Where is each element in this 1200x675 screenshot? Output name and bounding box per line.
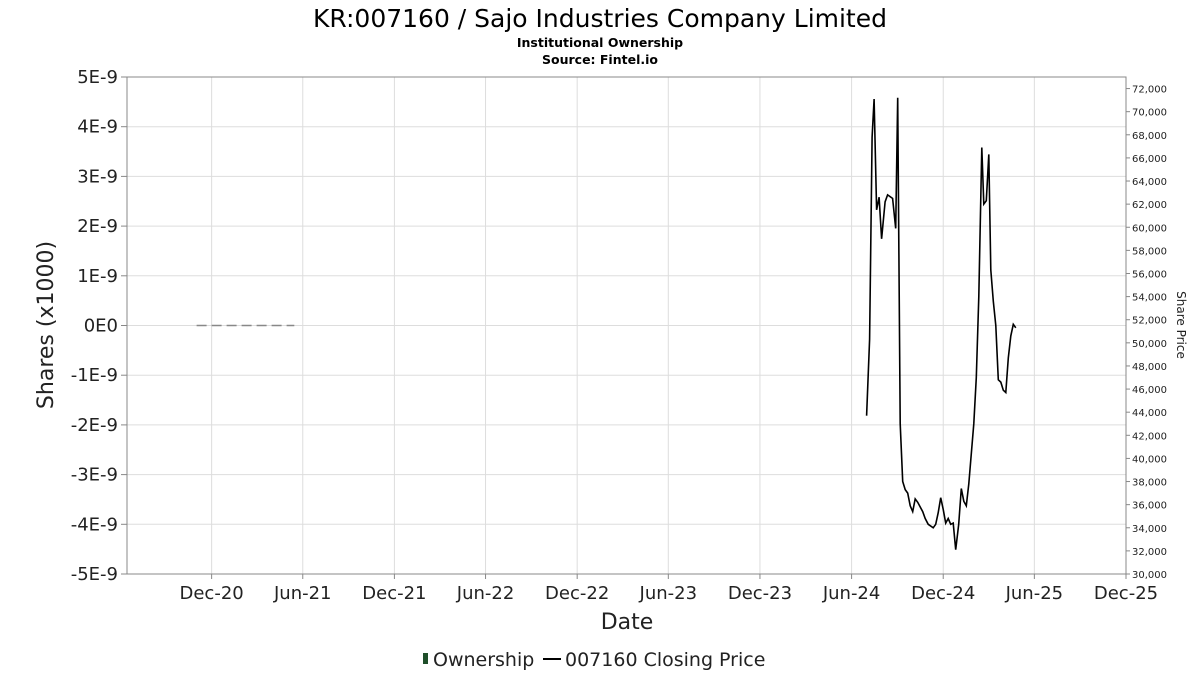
right-tick-label: 70,000 bbox=[1132, 108, 1167, 119]
right-tick-label: 44,000 bbox=[1132, 408, 1167, 419]
legend-ownership-swatch bbox=[423, 653, 428, 664]
price-line bbox=[865, 97, 1017, 550]
right-tick-label: 40,000 bbox=[1132, 454, 1167, 465]
chart-subtitle: Institutional Ownership bbox=[517, 35, 683, 50]
right-tick-label: 42,000 bbox=[1132, 431, 1167, 442]
legend-price-label: 007160 Closing Price bbox=[565, 649, 765, 671]
x-tick-label: Jun-22 bbox=[456, 583, 515, 604]
x-tick-label: Dec-24 bbox=[911, 583, 975, 604]
left-tick-label: -3E-9 bbox=[71, 465, 118, 486]
right-tick-label: 34,000 bbox=[1132, 524, 1167, 535]
chart-title: KR:007160 / Sajo Industries Company Limi… bbox=[313, 4, 887, 33]
right-tick-label: 58,000 bbox=[1132, 246, 1167, 257]
x-tick-label: Jun-21 bbox=[273, 583, 332, 604]
right-tick-label: 50,000 bbox=[1132, 339, 1167, 350]
left-tick-label: 1E-9 bbox=[77, 266, 118, 287]
x-tick-label: Jun-24 bbox=[822, 583, 881, 604]
left-tick-label: 3E-9 bbox=[77, 166, 118, 187]
x-tick-label: Dec-22 bbox=[545, 583, 609, 604]
right-tick-label: 52,000 bbox=[1132, 316, 1167, 327]
right-tick-label: 32,000 bbox=[1132, 547, 1167, 558]
chart-source: Source: Fintel.io bbox=[542, 52, 658, 67]
right-tick-label: 66,000 bbox=[1132, 154, 1167, 165]
y-axis-right-label: Share Price bbox=[1174, 291, 1188, 359]
price-series bbox=[865, 97, 1017, 550]
x-tick-label: Dec-25 bbox=[1094, 583, 1158, 604]
left-tick-label: -5E-9 bbox=[71, 564, 118, 585]
right-tick-label: 54,000 bbox=[1132, 293, 1167, 304]
right-tick-label: 46,000 bbox=[1132, 385, 1167, 396]
left-tick-label: -4E-9 bbox=[71, 514, 118, 535]
x-tick-label: Jun-25 bbox=[1005, 583, 1064, 604]
right-tick-label: 60,000 bbox=[1132, 223, 1167, 234]
x-axis-label: Date bbox=[601, 610, 654, 635]
x-tick-label: Jun-23 bbox=[639, 583, 698, 604]
left-tick-label: -1E-9 bbox=[71, 365, 118, 386]
right-tick-label: 64,000 bbox=[1132, 177, 1167, 188]
left-tick-label: 0E0 bbox=[84, 316, 118, 337]
right-tick-label: 30,000 bbox=[1132, 570, 1167, 581]
y-axis-label: Shares (x1000) bbox=[34, 241, 59, 409]
left-tick-label: -2E-9 bbox=[71, 415, 118, 436]
right-tick-label: 38,000 bbox=[1132, 478, 1167, 489]
x-tick-label: Dec-21 bbox=[362, 583, 426, 604]
left-tick-label: 5E-9 bbox=[77, 67, 118, 88]
right-tick-label: 48,000 bbox=[1132, 362, 1167, 373]
right-tick-label: 62,000 bbox=[1132, 200, 1167, 211]
right-y-axis: 72,000 70,000 68,000 66,000 64,000 62,000 60,0… bbox=[1126, 85, 1167, 581]
right-tick-label: 72,000 bbox=[1132, 85, 1167, 96]
left-tick-label: 2E-9 bbox=[77, 216, 118, 237]
x-tick-label: Dec-20 bbox=[180, 583, 244, 604]
left-y-axis: 5E-9 4E-9 3E-9 2E-9 1E-9 0E0 -1E-9 -2E-9 -3E-9 -4… bbox=[71, 67, 127, 585]
legend-ownership-label: Ownership bbox=[433, 649, 534, 671]
legend: Ownership 007160 Closing Price bbox=[423, 649, 765, 671]
right-tick-label: 36,000 bbox=[1132, 501, 1167, 512]
right-tick-label: 56,000 bbox=[1132, 269, 1167, 280]
left-tick-label: 4E-9 bbox=[77, 117, 118, 138]
x-axis: Dec-20 Jun-21 Dec-21 Jun-22 Dec-22 Jun-23 Dec-… bbox=[180, 574, 1158, 604]
x-tick-label: Dec-23 bbox=[728, 583, 792, 604]
right-tick-label: 68,000 bbox=[1132, 131, 1167, 142]
